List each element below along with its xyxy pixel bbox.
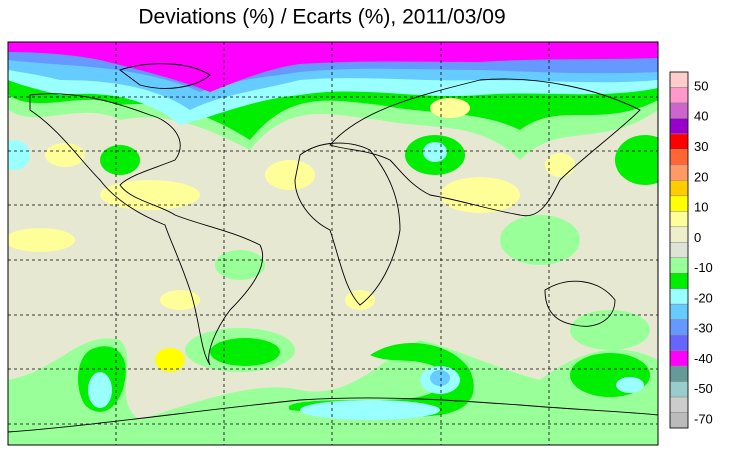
legend: 50 40 30 20 10 0 -10 -20 -30 -40 -50 -70 <box>669 71 713 429</box>
band-light-green <box>8 338 658 445</box>
blob <box>423 142 447 162</box>
blob <box>215 250 265 280</box>
coastline <box>544 280 616 327</box>
legend-swatch <box>669 102 689 119</box>
legend-swatch <box>669 396 689 413</box>
coastline <box>329 78 641 217</box>
legend-label: 10 <box>694 200 708 215</box>
legend-swatch <box>669 195 689 212</box>
map <box>7 41 659 446</box>
blob <box>288 343 474 418</box>
legend-swatch <box>669 242 689 258</box>
blob <box>8 140 30 170</box>
legend-label: -10 <box>694 260 713 275</box>
legend-frame <box>669 71 689 429</box>
legend-swatch <box>669 412 689 429</box>
legend-swatch <box>669 180 689 197</box>
blob <box>88 372 112 408</box>
coastline <box>29 93 264 366</box>
legend-swatch <box>669 288 689 305</box>
blob <box>616 377 644 393</box>
legend-swatch <box>669 350 689 367</box>
coastline <box>8 397 658 433</box>
blob <box>100 145 140 175</box>
legend-swatch <box>669 303 689 320</box>
blob <box>100 180 200 210</box>
map-frame <box>7 41 659 446</box>
legend-swatch <box>669 272 689 289</box>
legend-swatch <box>669 149 689 166</box>
blob <box>45 143 85 167</box>
coastline <box>119 63 211 89</box>
legend-swatch <box>669 365 689 382</box>
legend-label: -30 <box>694 321 713 336</box>
legend-swatch <box>669 133 689 150</box>
legend-swatch <box>669 257 689 274</box>
blob <box>265 160 315 190</box>
legend-swatch <box>669 381 689 398</box>
title: Deviations (%) / Ecarts (%), 2011/03/09 <box>138 6 505 29</box>
blob <box>160 290 200 310</box>
blob <box>545 153 575 177</box>
blob <box>500 215 580 265</box>
legend-swatch <box>669 87 689 104</box>
legend-label: -50 <box>694 381 713 396</box>
legend-label: 20 <box>694 169 708 184</box>
legend-swatch <box>669 118 689 135</box>
blob <box>155 348 185 372</box>
legend-label: -20 <box>694 290 713 305</box>
legend-label: 30 <box>694 139 708 154</box>
graticule <box>8 42 658 445</box>
blob <box>345 290 375 310</box>
legend-swatch <box>669 71 689 88</box>
legend-swatch <box>669 319 689 336</box>
legend-label: -70 <box>694 411 713 426</box>
legend-label: 40 <box>694 109 708 124</box>
coastline <box>294 142 401 306</box>
blob <box>615 135 658 185</box>
blob <box>430 98 470 118</box>
legend-label: 50 <box>694 78 708 93</box>
legend-label: 0 <box>694 230 701 245</box>
legend-swatch <box>669 334 689 351</box>
legend-label: -40 <box>694 351 713 366</box>
blob <box>210 338 280 366</box>
blob <box>570 310 650 350</box>
legend-swatch <box>669 164 689 181</box>
blob <box>430 370 450 386</box>
legend-swatch <box>669 211 689 228</box>
blob <box>8 228 75 252</box>
blob <box>440 177 520 213</box>
blob <box>300 400 440 420</box>
band-magenta <box>8 42 658 92</box>
legend-swatch <box>669 226 689 243</box>
